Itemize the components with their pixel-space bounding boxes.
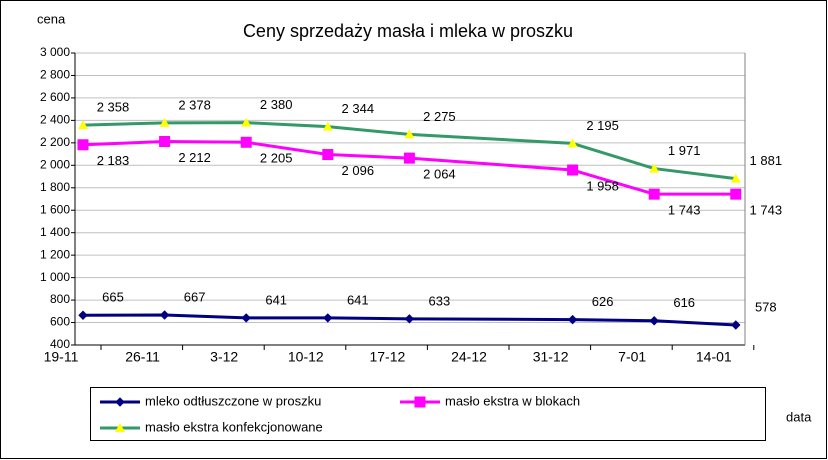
y-tick-label: 1 000 xyxy=(40,270,70,284)
data-marker xyxy=(414,396,426,408)
data-marker xyxy=(404,129,415,139)
data-label: 665 xyxy=(102,290,124,305)
data-label: 2 195 xyxy=(586,118,619,133)
data-marker xyxy=(241,313,251,323)
legend-label: mleko odtłuszczone w proszku xyxy=(145,393,321,408)
y-tick-label: 2 600 xyxy=(40,90,70,104)
data-marker xyxy=(567,314,578,325)
data-label: 2 183 xyxy=(97,153,130,168)
x-tick-label: 3-12 xyxy=(210,349,238,365)
data-label: 1 743 xyxy=(668,203,701,218)
data-label: 2 275 xyxy=(423,109,456,124)
y-tick-label: 800 xyxy=(50,292,70,306)
data-marker xyxy=(323,313,333,323)
x-axis-label: data xyxy=(786,409,812,424)
y-tick-label: 1 600 xyxy=(40,202,70,216)
data-label: 2 378 xyxy=(178,97,211,112)
data-label: 641 xyxy=(347,292,369,307)
data-marker xyxy=(159,135,171,147)
x-tick-label: 17-12 xyxy=(369,349,405,365)
x-tick-label: 31-12 xyxy=(533,349,569,365)
y-tick-label: 1 800 xyxy=(40,180,70,194)
data-marker xyxy=(159,117,170,127)
y-tick-label: 2 800 xyxy=(40,68,70,82)
data-marker xyxy=(567,164,579,176)
data-label: 641 xyxy=(265,292,287,307)
data-marker xyxy=(241,117,252,127)
data-marker xyxy=(649,316,659,326)
legend-label: masło ekstra konfekcjonowane xyxy=(145,419,323,434)
gap-connector xyxy=(409,317,573,322)
data-label: 616 xyxy=(673,295,695,310)
data-marker xyxy=(567,138,578,148)
data-label: 2 212 xyxy=(178,150,211,165)
gap-connector xyxy=(409,132,573,145)
data-marker xyxy=(404,314,415,324)
data-label: 2 344 xyxy=(342,101,375,116)
data-label: 2 205 xyxy=(260,151,293,166)
data-label: 626 xyxy=(592,294,614,309)
data-marker xyxy=(731,320,741,330)
data-marker xyxy=(322,121,333,131)
y-tick-label: 2 000 xyxy=(40,157,70,171)
data-marker xyxy=(115,423,125,432)
x-tick-label: 10-12 xyxy=(288,349,324,365)
data-marker xyxy=(77,139,89,151)
data-marker xyxy=(322,149,334,161)
data-marker xyxy=(730,188,742,200)
data-marker xyxy=(730,173,741,183)
data-label: 2 380 xyxy=(260,97,293,112)
x-tick-label: 14-01 xyxy=(696,349,732,365)
data-marker xyxy=(78,310,88,320)
data-label: 1 971 xyxy=(668,143,701,158)
data-marker xyxy=(649,163,660,173)
data-label: 667 xyxy=(184,289,206,304)
data-marker xyxy=(648,188,660,200)
data-marker xyxy=(240,136,252,148)
data-label: 2 358 xyxy=(97,100,130,115)
x-tick-label: 26-11 xyxy=(125,349,160,365)
data-marker xyxy=(159,310,170,320)
y-tick-label: 1 200 xyxy=(40,247,70,261)
data-marker xyxy=(115,397,125,407)
data-label: 633 xyxy=(429,293,451,308)
legend-box xyxy=(90,387,766,441)
data-label: 1 958 xyxy=(586,178,619,193)
y-tick-label: 3 000 xyxy=(40,45,70,59)
chart-title: Ceny sprzedaży masła i mleka w proszku xyxy=(243,21,573,41)
x-tick-label: 24-12 xyxy=(451,349,487,365)
y-axis-label: cena xyxy=(37,11,66,26)
data-marker xyxy=(403,152,415,164)
x-tick-label: 19-11 xyxy=(44,349,79,365)
data-label: 1 743 xyxy=(750,203,783,218)
x-tick-label: 7-01 xyxy=(618,349,646,365)
data-label: 2 064 xyxy=(423,167,456,182)
legend-label: masło ekstra w blokach xyxy=(445,393,580,408)
gap-connector xyxy=(409,156,573,172)
data-label: 578 xyxy=(755,299,777,314)
y-tick-label: 600 xyxy=(50,315,70,329)
y-tick-label: 2 200 xyxy=(40,135,70,149)
y-tick-label: 1 400 xyxy=(40,225,70,239)
data-marker xyxy=(78,120,88,130)
y-tick-label: 2 400 xyxy=(40,113,70,127)
data-label: 1 881 xyxy=(750,153,783,168)
y-tick-label: 400 xyxy=(50,337,70,351)
data-label: 2 096 xyxy=(342,163,375,178)
